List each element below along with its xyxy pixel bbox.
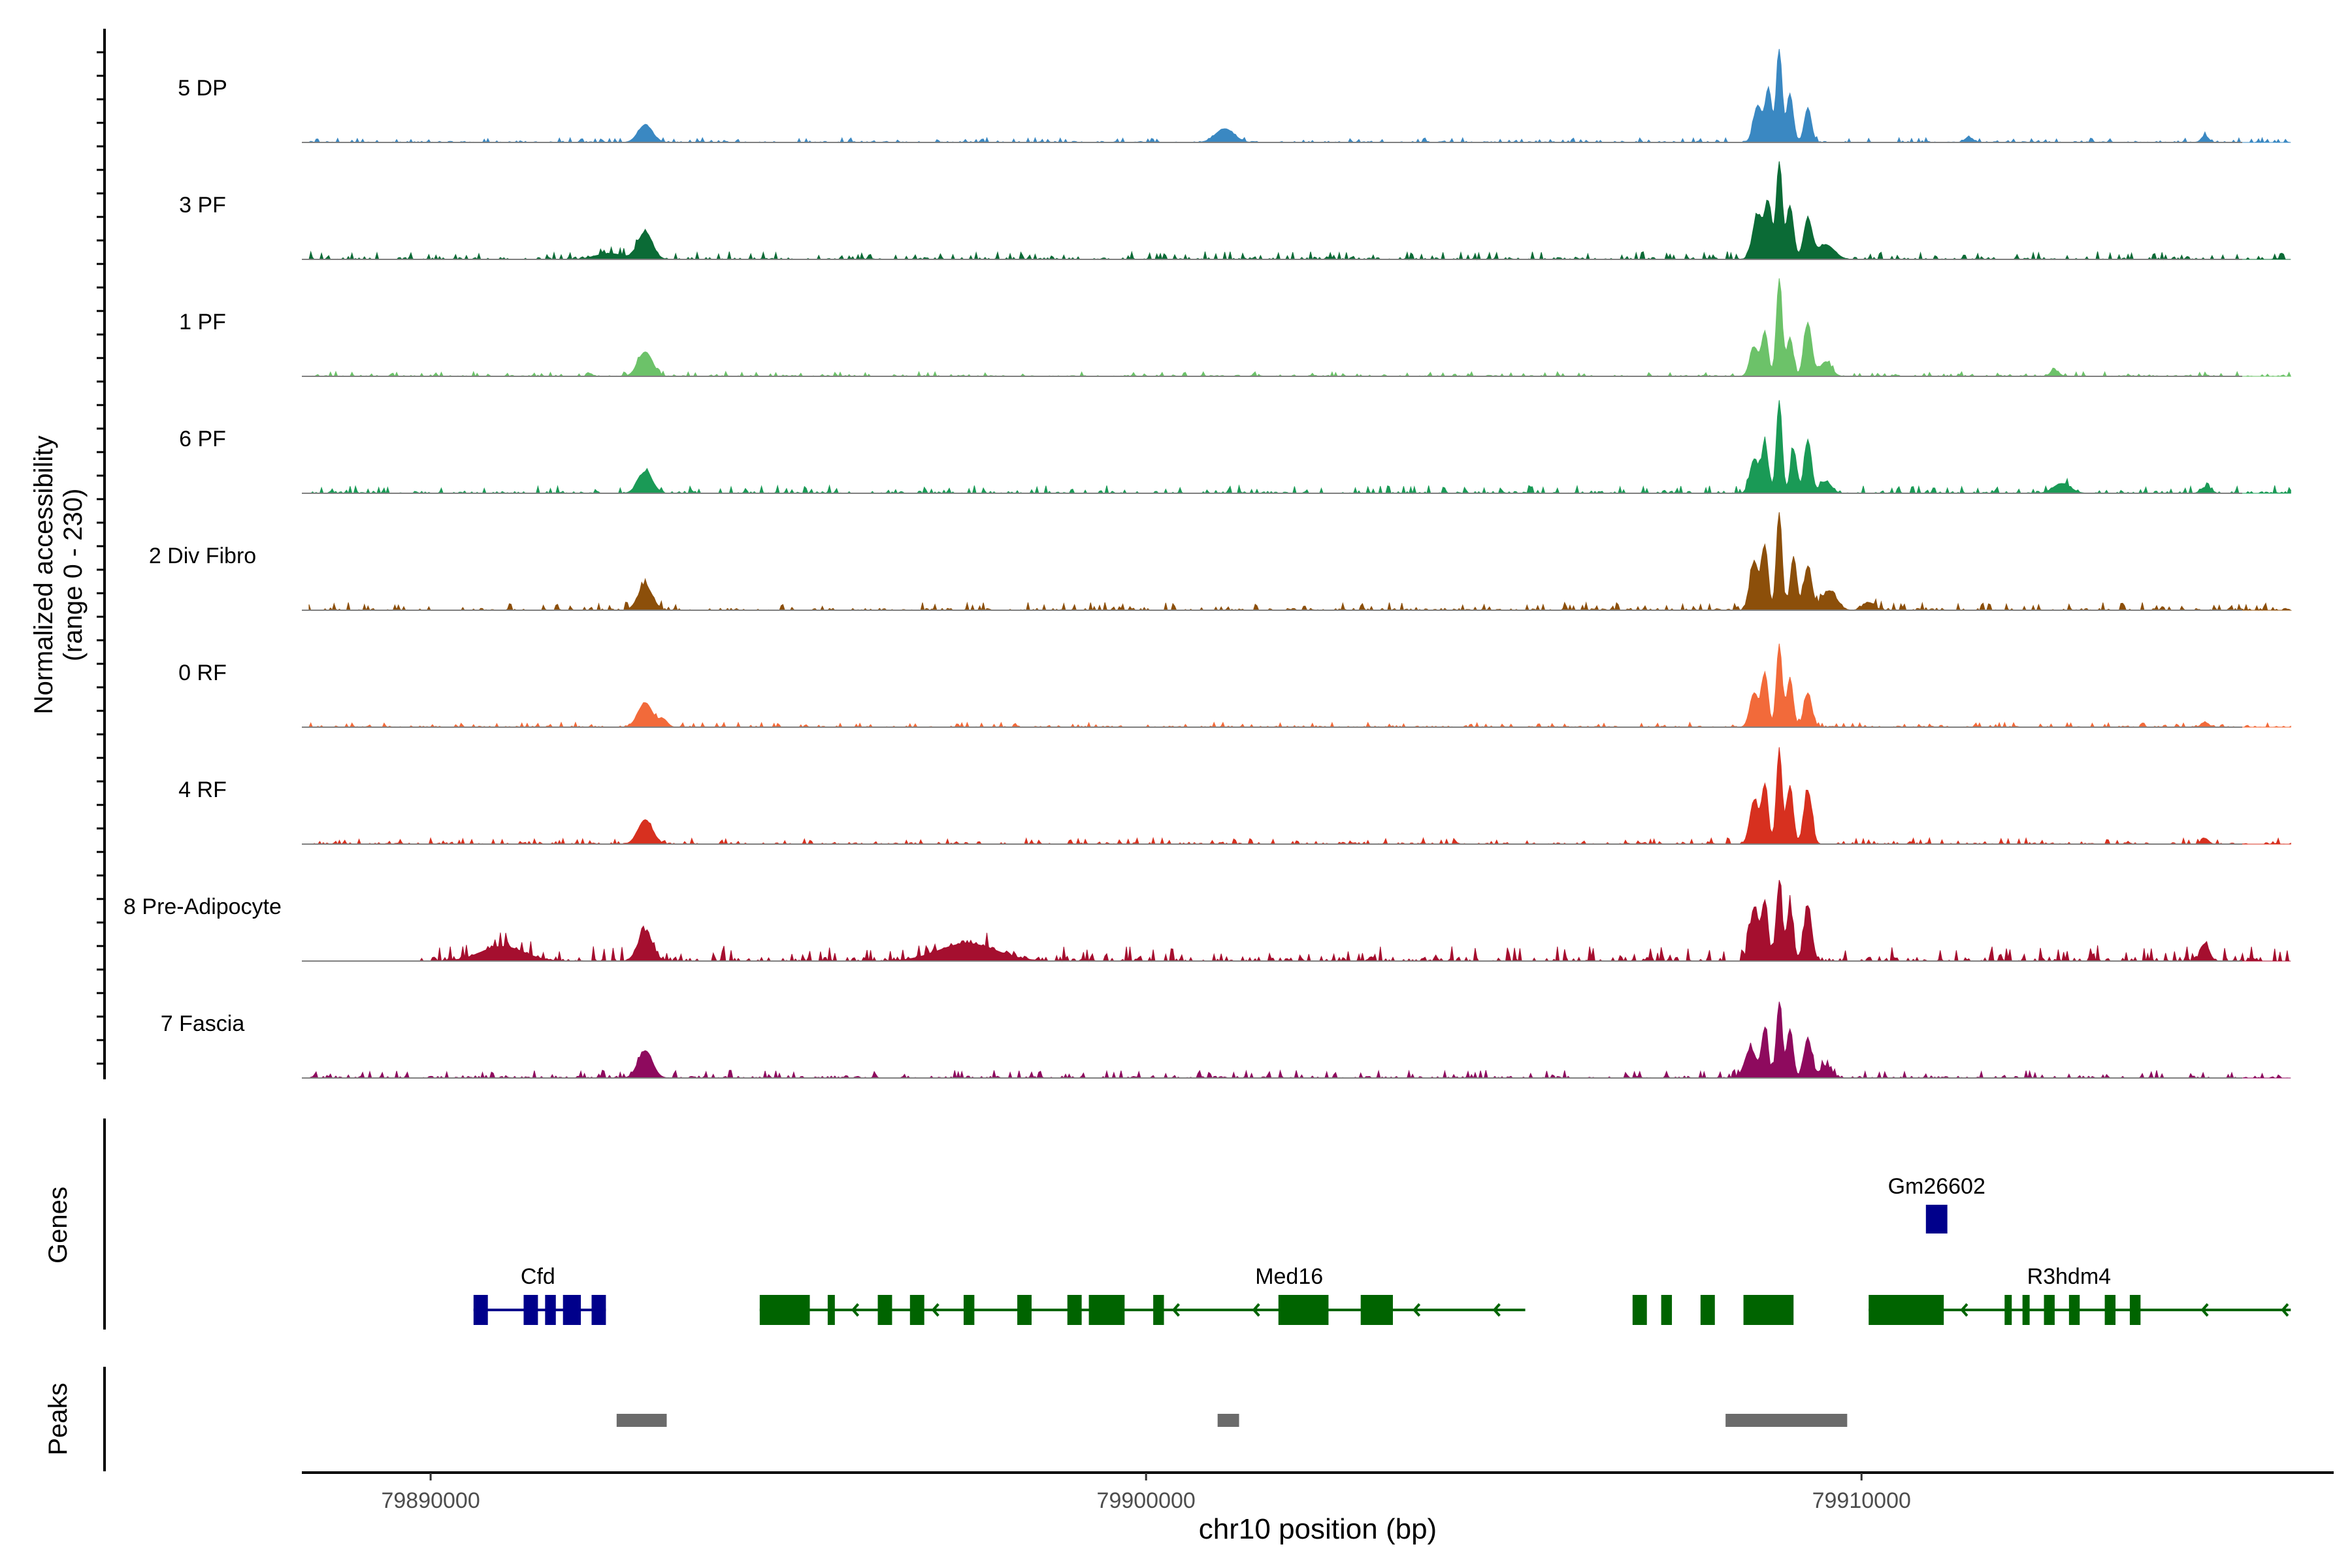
gene-exon	[909, 1295, 924, 1325]
gene-exon	[545, 1295, 556, 1325]
peaks-group	[616, 1414, 1848, 1427]
track-label: 2 Div Fibro	[149, 544, 256, 568]
gene-label: R3hdm4	[2027, 1264, 2112, 1289]
track-signal	[308, 1002, 2291, 1079]
track-2-div-fibro: 2 Div Fibro	[149, 512, 2293, 612]
x-tick-label: 79900000	[1097, 1488, 1196, 1513]
gene-exon	[1632, 1295, 1647, 1325]
peaks-panel-label: Peaks	[44, 1382, 73, 1455]
gene-exon	[1925, 1205, 1948, 1233]
x-axis-ticks: 79890000 79900000 79910000	[381, 1473, 1911, 1513]
gene-exon	[523, 1295, 538, 1325]
x-axis-title: chr10 position (bp)	[1199, 1513, 1437, 1545]
track-7-fascia: 7 Fascia	[161, 1002, 2291, 1079]
strand-arrow	[2281, 1303, 2289, 1317]
gene-gm26602: Gm26602	[1888, 1174, 1985, 1233]
gene-exon	[1017, 1295, 1032, 1325]
strand-arrow	[1412, 1303, 1421, 1317]
strand-arrow	[851, 1303, 860, 1317]
gene-exon	[1278, 1295, 1329, 1325]
track-signal	[308, 512, 2293, 612]
track-signal	[308, 644, 2291, 728]
gene-exon	[2129, 1295, 2141, 1325]
gene-cfd: Cfd	[473, 1264, 606, 1325]
y-axis-title-line2: (range 0 - 230)	[59, 489, 88, 662]
track-signal	[309, 278, 2292, 378]
track-signal	[309, 400, 2291, 495]
gene-exon	[963, 1295, 975, 1325]
y-axis-title-line1: Normalized accessibility	[29, 436, 58, 715]
gene-exon	[2044, 1295, 2055, 1325]
strand-arrow	[1171, 1303, 1180, 1317]
strand-arrow	[1492, 1303, 1501, 1317]
x-tick-label: 79910000	[1812, 1488, 1911, 1513]
track-label: 0 RF	[178, 661, 227, 685]
peak-region	[1725, 1414, 1848, 1427]
strand-arrow	[2200, 1303, 2209, 1317]
gene-med16: Med16	[759, 1264, 1794, 1325]
track-signal	[309, 747, 2291, 845]
track-6-pf: 6 PF	[179, 400, 2291, 495]
gene-exon	[2022, 1295, 2030, 1325]
gene-exon	[563, 1295, 581, 1325]
gene-label: Cfd	[521, 1264, 555, 1289]
gene-r3hdm4: R3hdm4	[1869, 1264, 2291, 1325]
track-label: 7 Fascia	[161, 1011, 245, 1036]
gene-exon	[759, 1295, 810, 1325]
track-label: 8 Pre-Adipocyte	[123, 894, 282, 919]
track-1-pf: 1 PF	[179, 278, 2292, 378]
track-0-rf: 0 RF	[178, 644, 2291, 728]
gene-exon	[1360, 1295, 1393, 1325]
track-signal	[308, 48, 2291, 144]
tracks-axis-ticks	[97, 51, 105, 1065]
strand-arrow	[931, 1303, 939, 1317]
y-axis-title: Normalized accessibility (range 0 - 230)	[29, 436, 88, 715]
gene-exon	[591, 1295, 606, 1325]
gene-label: Med16	[1255, 1264, 1323, 1289]
x-tick-label: 79890000	[381, 1488, 480, 1513]
gene-exon	[1743, 1295, 1794, 1325]
gene-exon	[1661, 1295, 1673, 1325]
track-signal	[416, 879, 2291, 962]
peak-region	[1217, 1414, 1239, 1427]
gene-exon	[827, 1295, 835, 1325]
track-label: 5 DP	[178, 76, 227, 101]
track-label: 6 PF	[179, 427, 226, 451]
gene-exon	[1869, 1295, 1944, 1325]
gene-exon	[1067, 1295, 1082, 1325]
genes-group: Cfd Med16 R3hdm4 Gm26602	[473, 1174, 2291, 1325]
gene-exon	[2004, 1295, 2012, 1325]
track-label: 1 PF	[179, 310, 226, 335]
tracks-group: 5 DP 3 PF 1 PF 6 PF 2 Div Fibro 0 RF 4 RF 8 Pre…	[123, 48, 2293, 1079]
gene-exon	[1700, 1295, 1715, 1325]
track-label: 4 RF	[178, 777, 227, 802]
strand-arrow	[1960, 1303, 1968, 1317]
track-8-pre-adipocyte: 8 Pre-Adipocyte	[123, 879, 2291, 962]
gene-exon	[473, 1295, 488, 1325]
gene-exon	[2068, 1295, 2080, 1325]
track-3-pf: 3 PF	[179, 161, 2291, 261]
strand-arrow	[1252, 1303, 1260, 1317]
gene-exon	[1153, 1295, 1164, 1325]
track-signal	[308, 161, 2291, 261]
gene-exon	[1088, 1295, 1125, 1325]
peak-region	[616, 1414, 667, 1427]
track-4-rf: 4 RF	[178, 747, 2291, 845]
gene-exon	[877, 1295, 892, 1325]
gene-label: Gm26602	[1888, 1174, 1985, 1199]
genes-panel-label: Genes	[44, 1186, 73, 1264]
track-label: 3 PF	[179, 193, 226, 218]
track-5-dp: 5 DP	[178, 48, 2291, 144]
gene-exon	[2104, 1295, 2116, 1325]
